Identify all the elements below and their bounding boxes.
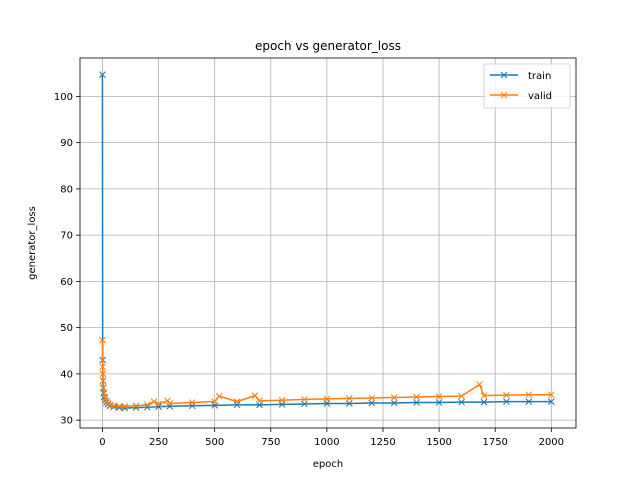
y-tick-label: 50 [60,323,73,334]
x-tick-label: 1250 [370,437,395,448]
data-point-valid [99,336,106,344]
data-point-train [368,399,376,407]
y-tick-label: 70 [60,231,73,242]
data-point-train [503,398,510,405]
data-point-valid [345,395,353,402]
data-point-valid [525,391,533,399]
data-point-valid [256,397,263,405]
data-point-valid [143,401,151,409]
data-point-valid [435,393,443,400]
data-point-valid [121,402,129,410]
data-point-valid [99,370,107,378]
data-point-valid [480,392,488,399]
data-point-valid [323,395,331,403]
data-point-train [547,398,555,405]
legend: train valid [483,63,571,109]
legend-label-train: train [528,71,551,82]
data-point-valid [390,394,398,401]
data-point-train [188,402,196,410]
data-point-valid [99,363,107,371]
data-point-valid [301,395,308,403]
data-point-train [480,398,488,406]
series-valid [99,336,555,410]
x-tick-label: 0 [99,437,105,448]
data-point-train [390,399,398,407]
data-point-train [413,399,421,406]
ticks: 0 250 500 750 1000 1250 1500 1750 2000 30 40 50 60 70… [54,92,564,448]
legend-box [483,63,571,109]
data-point-valid [115,402,123,410]
data-point-train [525,398,533,405]
data-point-train [435,399,443,406]
x-tick-label: 1500 [426,437,451,448]
data-point-train [458,398,465,406]
chart-title: epoch vs generator_loss [255,39,401,53]
data-point-valid [110,402,118,410]
y-tick-label: 90 [60,138,73,149]
x-tick-label: 250 [149,437,168,448]
data-point-valid [150,398,158,405]
data-point-valid [211,398,219,405]
data-point-valid [101,394,109,402]
data-point-valid [233,398,241,405]
data-point-train [99,71,106,79]
data-point-valid [99,377,107,385]
legend-label-valid: valid [528,91,552,102]
data-point-valid [132,402,140,410]
y-axis-label: generator_loss [27,206,38,280]
y-tick-label: 80 [60,184,73,195]
data-point-valid [503,391,510,399]
data-point-valid [476,381,483,388]
y-tick-label: 40 [60,369,73,380]
data-point-valid [368,394,376,402]
grid [80,58,576,428]
y-tick-label: 100 [54,92,73,103]
data-point-valid [155,400,162,408]
data-point-train [345,400,353,407]
data-point-valid [458,392,465,400]
y-tick-label: 30 [60,416,73,427]
data-point-valid [547,391,555,399]
data-point-valid [188,399,196,406]
legend-marker-train [500,71,508,79]
x-axis-label: epoch [313,459,343,470]
data-point-valid [215,392,223,400]
series-layer [99,71,555,412]
x-tick-label: 1750 [482,437,507,448]
data-point-train [233,401,241,409]
x-tick-label: 750 [261,437,280,448]
x-tick-label: 500 [205,437,224,448]
data-point-train [166,402,174,410]
legend-marker-valid [500,91,508,99]
y-tick-label: 60 [60,277,73,288]
data-point-valid [278,396,286,404]
x-tick-label: 2000 [539,437,564,448]
data-point-valid [100,384,107,392]
data-point-valid [413,393,421,401]
data-point-valid [166,400,174,407]
plot-frame [79,57,577,429]
x-tick-label: 1000 [314,437,339,448]
